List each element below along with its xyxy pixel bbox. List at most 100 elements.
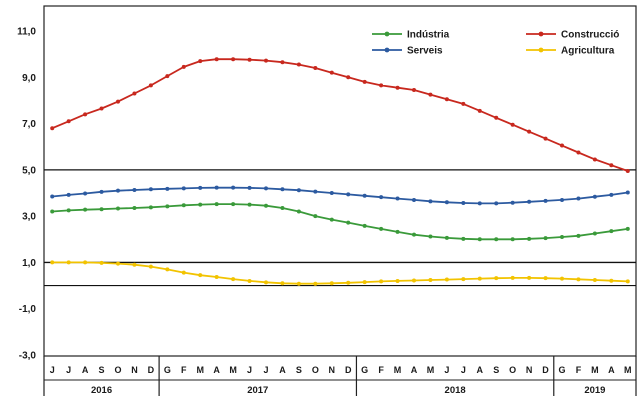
- x-month-label: O: [114, 365, 121, 375]
- data-point: [247, 202, 252, 207]
- data-point: [576, 277, 581, 282]
- x-month-label: J: [444, 365, 449, 375]
- data-point: [116, 206, 120, 211]
- data-point: [560, 234, 564, 239]
- data-point: [296, 281, 301, 286]
- x-month-label: S: [99, 365, 105, 375]
- y-tick-label: -3,0: [19, 351, 37, 362]
- data-point: [280, 187, 285, 192]
- data-point: [296, 188, 301, 193]
- data-point: [148, 83, 153, 88]
- data-point: [510, 200, 515, 205]
- data-point: [148, 205, 153, 210]
- data-point: [395, 196, 400, 201]
- data-point: [592, 278, 597, 283]
- data-point: [444, 235, 449, 240]
- data-point: [461, 277, 466, 282]
- data-point: [461, 101, 466, 106]
- data-point: [313, 66, 318, 71]
- legend-marker: [384, 31, 390, 37]
- data-point: [50, 260, 55, 265]
- data-point: [560, 143, 564, 148]
- data-point: [116, 188, 120, 193]
- data-point: [198, 59, 203, 64]
- x-month-label: M: [427, 365, 435, 375]
- data-point: [165, 267, 170, 272]
- data-point: [181, 64, 186, 69]
- data-point: [214, 185, 219, 190]
- x-month-label: M: [229, 365, 237, 375]
- plot-border: [43, 5, 637, 357]
- data-point: [592, 194, 597, 199]
- data-point: [329, 281, 334, 286]
- x-month-label: J: [247, 365, 252, 375]
- data-point: [264, 203, 268, 208]
- data-point: [50, 126, 55, 131]
- series-line: [52, 203, 628, 241]
- x-month-label: F: [576, 365, 582, 375]
- x-month-label: S: [296, 365, 302, 375]
- x-month-label: O: [312, 365, 319, 375]
- data-point: [214, 202, 219, 207]
- data-point: [592, 231, 597, 236]
- data-point: [428, 278, 433, 283]
- data-point: [576, 150, 581, 155]
- data-point: [379, 195, 384, 200]
- data-point: [198, 185, 203, 190]
- data-point: [560, 197, 564, 202]
- data-point: [165, 204, 170, 209]
- data-point: [379, 226, 384, 231]
- data-point: [132, 91, 137, 96]
- data-point: [527, 236, 532, 241]
- data-point: [477, 276, 482, 281]
- data-point: [395, 85, 400, 90]
- data-point: [625, 279, 630, 284]
- data-point: [280, 206, 285, 211]
- x-year-label: 2018: [445, 385, 466, 396]
- data-point: [362, 223, 367, 228]
- y-tick-label: 3,0: [22, 212, 36, 223]
- x-month-label: D: [148, 365, 155, 375]
- data-point: [99, 260, 104, 265]
- data-point: [543, 276, 548, 281]
- data-point: [296, 62, 301, 67]
- legend-label: Indústria: [407, 30, 450, 41]
- series-line: [52, 186, 628, 205]
- data-point: [362, 193, 367, 198]
- x-month-label: M: [624, 365, 632, 375]
- data-point: [99, 207, 104, 212]
- x-month-label: J: [50, 365, 55, 375]
- x-year-label: 2019: [584, 385, 605, 396]
- data-point: [428, 92, 433, 97]
- x-month-label: M: [591, 365, 599, 375]
- data-point: [494, 115, 499, 120]
- data-point: [560, 276, 564, 281]
- data-point: [362, 79, 367, 84]
- data-point: [543, 198, 548, 203]
- data-point: [609, 229, 614, 234]
- x-month-label: N: [526, 365, 533, 375]
- data-point: [83, 260, 88, 265]
- data-point: [132, 187, 137, 192]
- data-point: [264, 58, 268, 63]
- plot-frame: [43, 5, 637, 357]
- y-tick-label: 1,0: [22, 258, 36, 269]
- data-point: [132, 206, 137, 211]
- data-point: [510, 275, 515, 280]
- x-month-label: D: [542, 365, 549, 375]
- data-point: [50, 194, 55, 199]
- data-point: [214, 275, 219, 280]
- x-month-label: J: [66, 365, 71, 375]
- data-point: [50, 209, 55, 214]
- data-point: [165, 74, 170, 79]
- data-point: [428, 234, 433, 239]
- x-month-label: G: [558, 365, 565, 375]
- data-point: [543, 136, 548, 141]
- series-line: [52, 261, 628, 285]
- data-point: [477, 108, 482, 113]
- data-point: [477, 237, 482, 242]
- data-point: [66, 208, 71, 213]
- data-point: [214, 57, 219, 62]
- data-point: [527, 129, 532, 134]
- data-point: [346, 75, 351, 80]
